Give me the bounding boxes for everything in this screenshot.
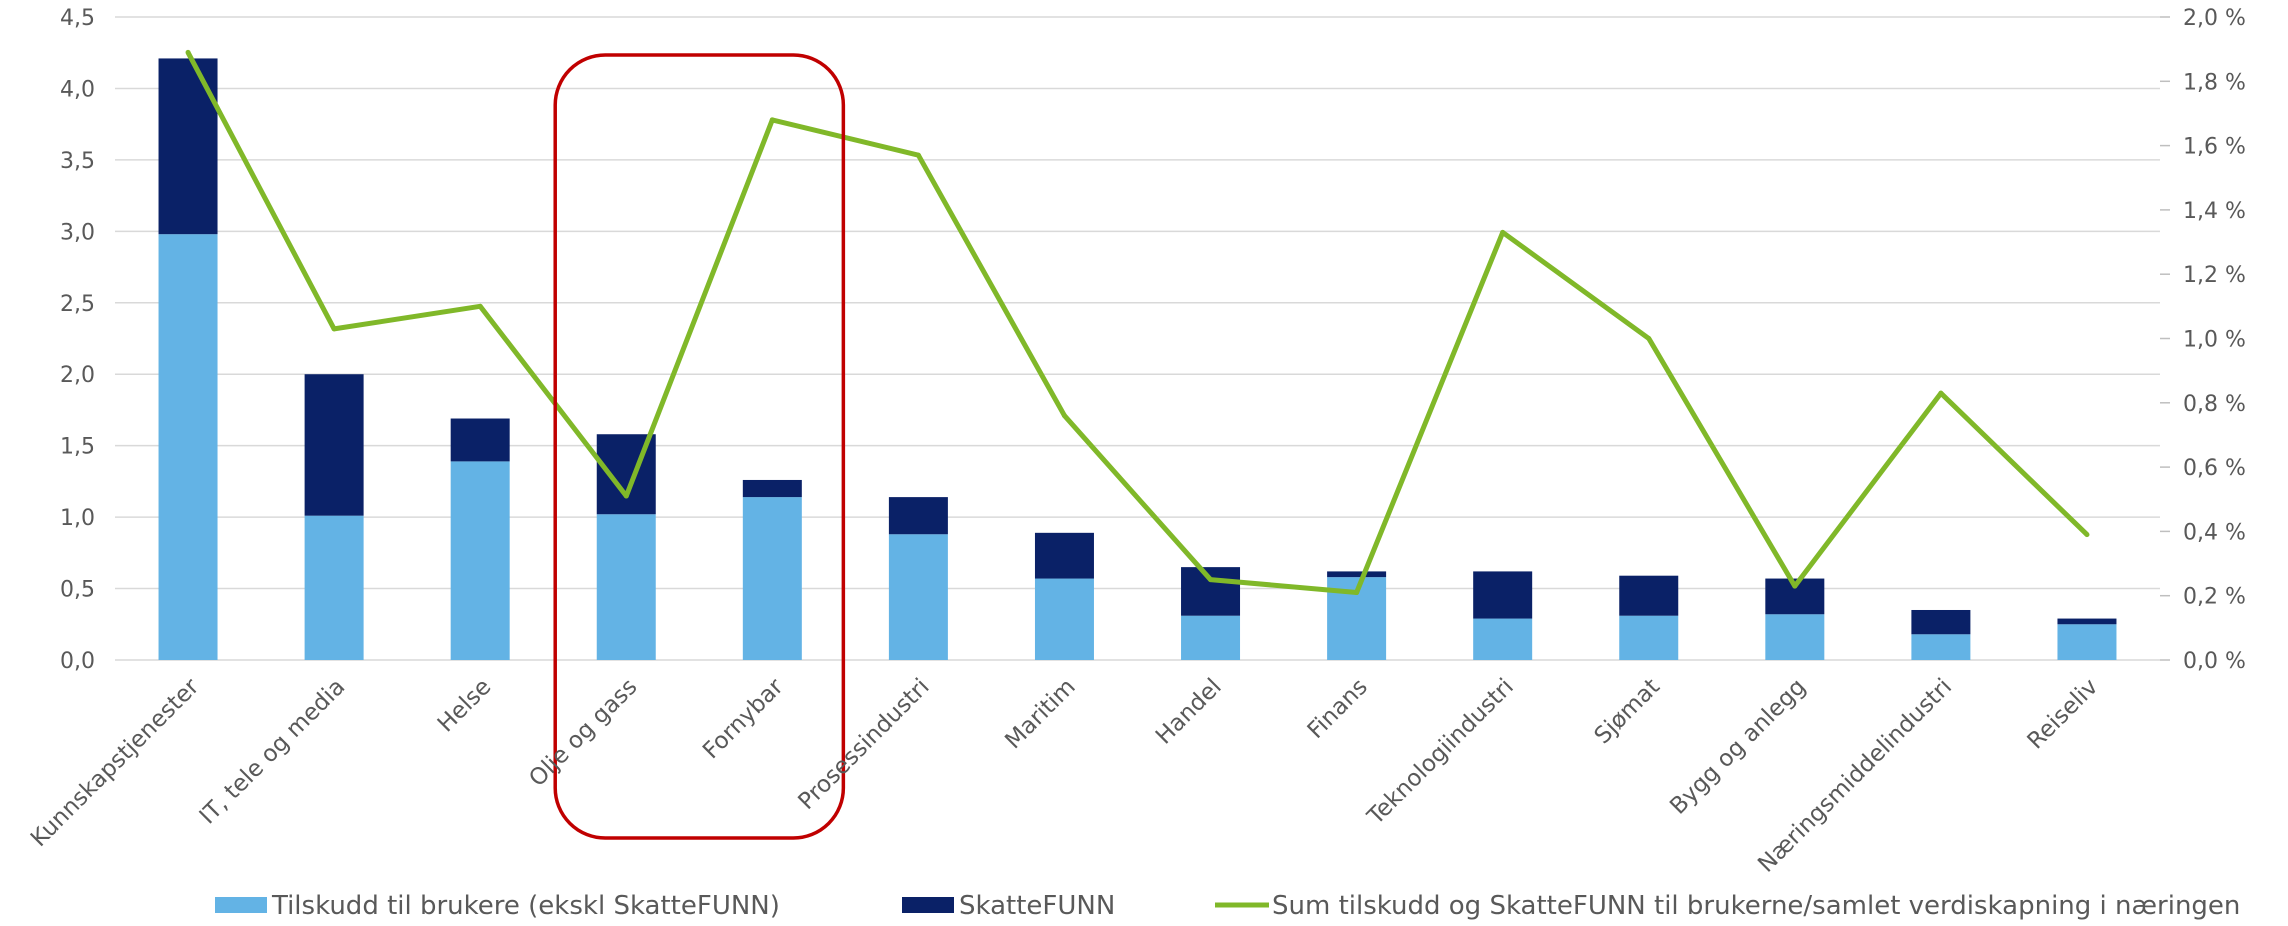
bar-tilskudd <box>304 515 364 660</box>
y-left-tick-label: 3,5 <box>60 149 95 174</box>
line-point <box>2084 532 2090 538</box>
category-label: Fornybar <box>698 673 789 764</box>
line-point <box>1354 589 1360 595</box>
bar-tilskudd <box>888 534 948 660</box>
bar-tilskudd <box>158 234 218 661</box>
line-point <box>1500 229 1506 235</box>
category-label: Kunnskapstjenester <box>26 673 205 852</box>
bar-tilskudd <box>1034 578 1094 660</box>
line-sum-share <box>185 51 2089 595</box>
category-label: Bygg og anlegg <box>1665 674 1811 820</box>
line-point <box>1061 413 1067 419</box>
legend-swatch <box>902 897 954 913</box>
line-point <box>1208 577 1214 583</box>
y-right-tick-label: 0,8 % <box>2183 392 2246 417</box>
bar-tilskudd <box>1181 615 1241 660</box>
category-label: Handel <box>1151 674 1227 750</box>
bar-tilskudd <box>1473 618 1533 660</box>
category-label: Olje og gass <box>524 674 642 792</box>
legend: Tilskudd til brukere (ekskl SkatteFUNN) S… <box>215 891 2240 921</box>
bar-tilskudd <box>2057 624 2117 660</box>
bar-skattefunn <box>1327 571 1387 578</box>
bar-skattefunn <box>158 58 218 235</box>
bar-skattefunn <box>1034 532 1094 579</box>
bar-tilskudd <box>1619 615 1679 660</box>
line-point <box>1792 583 1798 589</box>
bars <box>158 58 2117 661</box>
category-label: Reiseliv <box>2023 674 2104 755</box>
bar-skattefunn <box>888 497 948 535</box>
y-left-tick-label: 3,0 <box>60 220 95 245</box>
y-right-tick-label: 1,4 % <box>2183 199 2246 224</box>
bar-tilskudd <box>450 461 510 660</box>
line-point <box>1938 390 1944 396</box>
y-right-tick-label: 1,0 % <box>2183 328 2246 353</box>
bar-tilskudd <box>1765 614 1825 660</box>
bar-tilskudd <box>596 514 656 660</box>
y-right-tick-label: 0,6 % <box>2183 456 2246 481</box>
bar-skattefunn <box>1181 567 1241 616</box>
line-point <box>477 303 483 309</box>
legend-swatch <box>215 897 267 913</box>
category-label: Sjømat <box>1590 674 1665 749</box>
y-left-tick-label: 1,5 <box>60 435 95 460</box>
gridlines <box>115 16 2160 661</box>
y-left-tick-label: 0,5 <box>60 578 95 603</box>
line-series <box>185 49 2090 595</box>
highlight-group <box>553 53 846 840</box>
y-left-tick-label: 4,0 <box>60 77 95 102</box>
line-point <box>1646 336 1652 341</box>
y-right-tick-label: 1,6 % <box>2183 135 2246 160</box>
category-label: Finans <box>1303 674 1373 744</box>
category-label: Maritim <box>1000 674 1080 754</box>
bar-tilskudd <box>1911 634 1971 660</box>
line-point <box>769 117 775 123</box>
legend-label: SkatteFUNN <box>959 891 1115 921</box>
bar-skattefunn <box>1619 575 1679 616</box>
bar-skattefunn <box>742 479 802 498</box>
line-point <box>331 326 337 332</box>
y-left-tick-label: 4,5 <box>60 6 95 31</box>
bar-skattefunn <box>450 418 510 462</box>
y-right-tick-label: 0,0 % <box>2183 649 2246 674</box>
line-point <box>915 152 921 158</box>
bar-tilskudd <box>742 497 802 660</box>
bar-skattefunn <box>304 374 364 516</box>
y-left-tick-label: 1,0 <box>60 506 95 531</box>
y-left-tick-label: 2,5 <box>60 292 95 317</box>
category-label: Helse <box>433 674 497 738</box>
legend-label: Sum tilskudd og SkatteFUNN til brukerne/… <box>1272 891 2240 921</box>
bar-skattefunn <box>1911 609 1971 635</box>
y-right-tick-label: 0,2 % <box>2183 585 2246 610</box>
category-label: Teknologiindustri <box>1362 674 1519 831</box>
bar-skattefunn <box>1473 571 1533 619</box>
y-right-tick-label: 1,2 % <box>2183 263 2246 288</box>
y-right-tick-label: 1,8 % <box>2183 70 2246 95</box>
y-axis-right: 0,0 % 0,2 % 0,4 % 0,6 % 0,8 % 1,0 % 1,2 % 1,4 %… <box>2160 6 2246 674</box>
y-right-tick-label: 0,4 % <box>2183 520 2246 545</box>
line-point <box>623 493 629 499</box>
y-left-tick-label: 0,0 <box>60 649 95 674</box>
bar-skattefunn <box>2057 618 2117 625</box>
y-right-tick-label: 2,0 % <box>2183 6 2246 31</box>
legend-label: Tilskudd til brukere (ekskl SkatteFUNN) <box>271 891 780 921</box>
category-label: Prosessindustri <box>794 674 935 815</box>
highlight-box <box>553 53 846 840</box>
line-point <box>185 49 191 55</box>
y-left-tick-label: 2,0 <box>60 363 95 388</box>
category-label: IT, tele og media <box>195 674 351 830</box>
y-axis-left: 0,0 0,5 1,0 1,5 2,0 2,5 3,0 3,5 4,0 4,5 <box>60 6 95 674</box>
